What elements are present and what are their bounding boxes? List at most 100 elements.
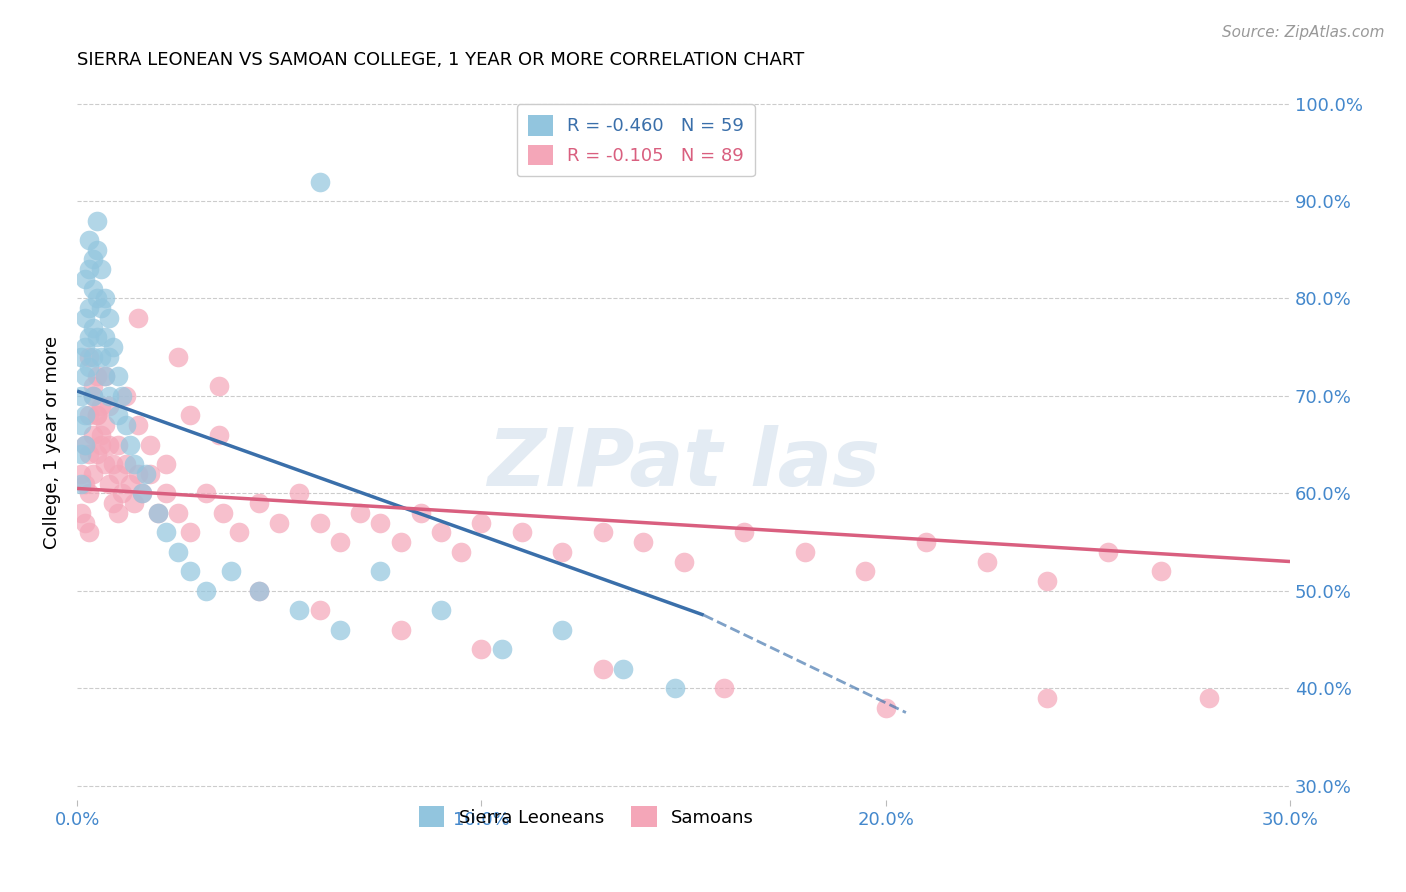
Point [75,369,97,384]
Point [155,486,177,500]
Point [551,545,574,559]
Point [122,457,145,471]
Point [389,623,412,637]
Point [269,516,291,530]
Point [75,437,97,451]
Point [70,418,93,433]
Point [329,623,352,637]
Point [103,496,125,510]
Point [82,282,104,296]
Point [82,320,104,334]
Point [94,369,117,384]
Point [179,525,201,540]
Point [70,447,93,461]
Point [308,175,330,189]
Point [70,350,93,364]
Point [86,409,108,423]
Point [114,418,136,433]
Point [114,457,136,471]
Point [86,292,108,306]
Point [107,467,129,481]
Point [195,583,218,598]
Point [75,516,97,530]
Point [110,389,132,403]
Point [247,496,270,510]
Point [86,330,108,344]
Point [329,535,352,549]
Point [94,330,117,344]
Point [219,564,242,578]
Point [179,409,201,423]
Point [114,389,136,403]
Point [118,476,141,491]
Point [70,467,93,481]
Point [592,662,614,676]
Point [228,525,250,540]
Point [370,516,392,530]
Point [733,525,755,540]
Point [90,399,112,413]
Point [167,506,190,520]
Point [308,603,330,617]
Point [131,486,153,500]
Point [86,243,108,257]
Point [409,506,432,520]
Point [491,642,513,657]
Point [86,213,108,227]
Point [103,457,125,471]
Point [77,262,100,277]
Point [98,476,121,491]
Point [94,418,117,433]
Point [288,486,311,500]
Point [77,350,100,364]
Point [77,409,100,423]
Point [98,310,121,325]
Point [1036,574,1059,588]
Point [167,350,190,364]
Point [75,340,97,354]
Point [793,545,815,559]
Point [82,252,104,267]
Point [131,486,153,500]
Point [86,409,108,423]
Point [90,437,112,451]
Point [135,467,157,481]
Point [82,467,104,481]
Point [430,525,453,540]
Point [70,506,93,520]
Text: Source: ZipAtlas.com: Source: ZipAtlas.com [1222,25,1385,40]
Point [349,506,371,520]
Point [94,369,117,384]
Point [308,516,330,530]
Point [247,583,270,598]
Point [1149,564,1171,578]
Point [470,516,492,530]
Point [82,379,104,393]
Point [127,467,149,481]
Point [77,301,100,316]
Point [118,437,141,451]
Point [976,555,998,569]
Point [82,389,104,403]
Point [103,340,125,354]
Point [146,506,169,520]
Point [430,603,453,617]
Point [90,350,112,364]
Point [107,437,129,451]
Point [664,681,686,695]
Point [167,545,190,559]
Point [77,233,100,247]
Point [139,467,162,481]
Point [98,399,121,413]
Point [713,681,735,695]
Point [122,496,145,510]
Point [70,476,93,491]
Point [107,409,129,423]
Point [389,535,412,549]
Point [107,506,129,520]
Point [90,262,112,277]
Point [127,418,149,433]
Point [98,389,121,403]
Point [82,389,104,403]
Point [127,310,149,325]
